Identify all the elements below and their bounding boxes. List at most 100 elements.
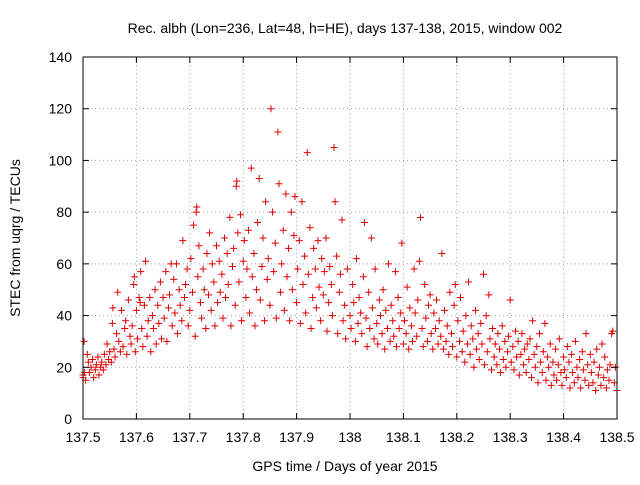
data-point — [399, 340, 407, 348]
data-point — [288, 286, 296, 294]
data-point — [221, 234, 229, 242]
data-point — [327, 281, 335, 289]
data-point — [462, 312, 470, 320]
data-point — [263, 275, 271, 283]
data-point — [408, 337, 416, 345]
data-point — [541, 319, 549, 327]
data-point — [183, 265, 191, 273]
y-tick-label: 80 — [56, 204, 72, 220]
data-point — [152, 340, 160, 348]
data-point — [301, 252, 309, 260]
data-point — [378, 330, 386, 338]
data-point — [506, 296, 514, 304]
data-point — [195, 242, 203, 250]
data-point — [397, 309, 405, 317]
data-point — [111, 353, 119, 361]
data-point — [255, 175, 263, 183]
data-point — [116, 348, 124, 356]
data-point — [370, 335, 378, 343]
data-point — [437, 332, 445, 340]
data-point — [423, 337, 431, 345]
data-point — [360, 218, 368, 226]
data-point — [565, 358, 573, 366]
data-point — [132, 306, 140, 314]
data-point — [563, 343, 571, 351]
data-point — [102, 361, 110, 369]
data-point — [349, 281, 357, 289]
data-point — [571, 337, 579, 345]
data-point — [310, 244, 318, 252]
data-point — [550, 371, 558, 379]
data-point — [162, 268, 170, 276]
data-point — [229, 262, 237, 270]
data-point — [416, 213, 424, 221]
y-tick-label: 120 — [49, 101, 73, 117]
data-point — [119, 343, 127, 351]
data-point — [553, 376, 561, 384]
data-point — [547, 381, 555, 389]
data-point — [226, 213, 234, 221]
data-point — [234, 229, 242, 237]
data-point — [439, 345, 447, 353]
data-point — [368, 304, 376, 312]
x-tick-label: 138.3 — [493, 429, 528, 445]
data-point — [501, 337, 509, 345]
data-point — [133, 335, 141, 343]
data-point — [243, 265, 251, 273]
data-point — [446, 288, 454, 296]
data-point — [90, 374, 98, 382]
data-point — [200, 286, 208, 294]
data-point — [148, 312, 156, 320]
data-point — [421, 281, 429, 289]
data-point — [155, 319, 163, 327]
data-point — [325, 299, 333, 307]
data-point — [160, 314, 168, 322]
data-point — [494, 330, 502, 338]
data-point — [107, 358, 115, 366]
data-point — [449, 343, 457, 351]
data-point — [208, 260, 216, 268]
data-point — [354, 319, 362, 327]
data-point — [259, 234, 267, 242]
x-tick-label: 138.2 — [439, 429, 474, 445]
data-point — [473, 345, 481, 353]
data-point — [254, 218, 262, 226]
data-point — [287, 208, 295, 216]
data-point — [211, 322, 219, 330]
data-point — [457, 293, 465, 301]
data-point — [498, 322, 506, 330]
data-point — [258, 262, 266, 270]
data-point — [232, 182, 240, 190]
data-point — [579, 366, 587, 374]
data-point — [91, 366, 99, 374]
data-point — [295, 237, 303, 245]
data-point — [318, 255, 326, 263]
data-point — [216, 288, 224, 296]
data-point — [293, 299, 301, 307]
data-point — [365, 288, 373, 296]
data-point — [279, 226, 287, 234]
data-point — [362, 314, 370, 322]
data-point — [113, 330, 121, 338]
data-point — [272, 314, 280, 322]
data-point — [307, 325, 315, 332]
data-point — [405, 345, 413, 353]
data-point — [558, 381, 566, 389]
data-point — [555, 335, 563, 343]
data-point — [121, 325, 129, 332]
data-point — [447, 330, 455, 338]
data-point — [179, 237, 187, 245]
data-point — [570, 379, 578, 387]
grid-layer — [83, 57, 617, 419]
data-point — [115, 337, 123, 345]
data-point — [459, 327, 467, 335]
data-point — [85, 368, 93, 376]
data-point — [330, 144, 338, 151]
data-point — [188, 288, 196, 296]
data-point — [312, 304, 320, 312]
data-point — [299, 281, 307, 289]
data-point — [253, 286, 261, 294]
x-tick-label: 137.5 — [65, 429, 100, 445]
data-point — [577, 384, 585, 392]
data-point — [343, 265, 351, 273]
